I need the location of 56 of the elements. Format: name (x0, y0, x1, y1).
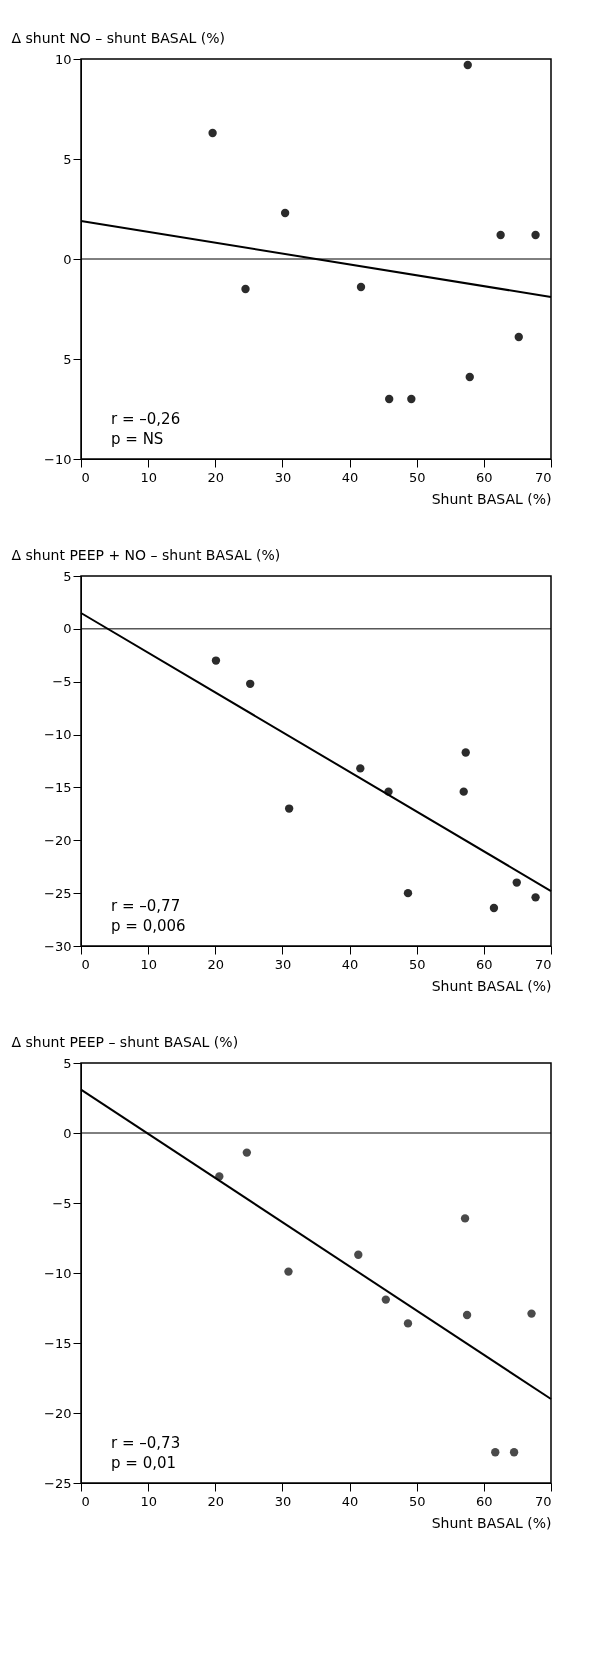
x-tick-label: 0 (81, 956, 90, 972)
y-tick-label: −20 (44, 832, 72, 848)
x-tick-label: 20 (207, 1493, 225, 1509)
y-tick-label: −5 (52, 674, 72, 690)
x-tick-label: 50 (408, 469, 426, 485)
x-tick-label: 10 (140, 1493, 157, 1509)
x-tick-label: 70 (534, 469, 552, 485)
x-tick-label: 10 (140, 956, 157, 972)
annotation: r = –0,26 (111, 410, 181, 428)
y-tick-label: −25 (44, 885, 72, 901)
y-tick-label: 0 (63, 1125, 72, 1141)
y-tick-label: 5 (63, 568, 72, 584)
x-axis-title: Shunt BASAL (%) (431, 977, 552, 994)
x-tick-label: 70 (534, 1493, 552, 1509)
y-axis-title: Δ shunt PEEP + NO – shunt BASAL (%) (11, 546, 281, 563)
x-tick-label: 0 (81, 1493, 90, 1509)
y-tick-label: 5 (63, 151, 72, 167)
x-tick-label: 40 (341, 956, 359, 972)
x-tick-label: 0 (81, 469, 90, 485)
y-axis-title: Δ shunt PEEP – shunt BASAL (%) (11, 1033, 239, 1050)
y-tick-label: −20 (44, 1405, 72, 1421)
y-tick-label: 0 (63, 621, 72, 637)
x-tick-label: 60 (476, 469, 493, 485)
y-tick-label: 5 (63, 1055, 72, 1071)
annotation: r = –0,77 (111, 897, 181, 915)
x-tick-label: 70 (534, 956, 552, 972)
annotation: r = –0,73 (111, 1434, 181, 1452)
y-tick-label: −5 (52, 1195, 72, 1211)
annotation: p = NS (111, 430, 164, 448)
y-axis-title: Δ shunt NO – shunt BASAL (%) (11, 29, 226, 46)
x-tick-label: 20 (207, 956, 225, 972)
x-axis-title: Shunt BASAL (%) (431, 1514, 552, 1531)
x-tick-label: 30 (274, 1493, 292, 1509)
annotation: p = 0,006 (111, 917, 186, 935)
y-tick-label: −10 (44, 727, 72, 743)
x-tick-label: 50 (408, 956, 426, 972)
y-tick-label: 5 (63, 351, 72, 367)
x-tick-label: 30 (274, 956, 292, 972)
y-tick-label: −10 (44, 451, 72, 467)
x-tick-label: 20 (207, 469, 225, 485)
x-axis-title: Shunt BASAL (%) (431, 490, 552, 507)
y-tick-label: −15 (44, 1335, 72, 1351)
x-tick-label: 60 (476, 1493, 493, 1509)
y-tick-label: −25 (44, 1475, 72, 1491)
y-tick-label: −15 (44, 779, 72, 795)
y-tick-label: 10 (54, 51, 72, 67)
x-tick-label: 40 (341, 1493, 359, 1509)
y-tick-label: −10 (44, 1265, 72, 1281)
x-tick-label: 10 (140, 469, 157, 485)
x-tick-label: 50 (408, 1493, 426, 1509)
y-tick-label: −30 (44, 938, 72, 954)
y-tick-label: 0 (63, 251, 72, 267)
annotation: p = 0,01 (111, 1454, 177, 1472)
x-tick-label: 30 (274, 469, 292, 485)
x-tick-label: 40 (341, 469, 359, 485)
x-tick-label: 60 (476, 956, 493, 972)
